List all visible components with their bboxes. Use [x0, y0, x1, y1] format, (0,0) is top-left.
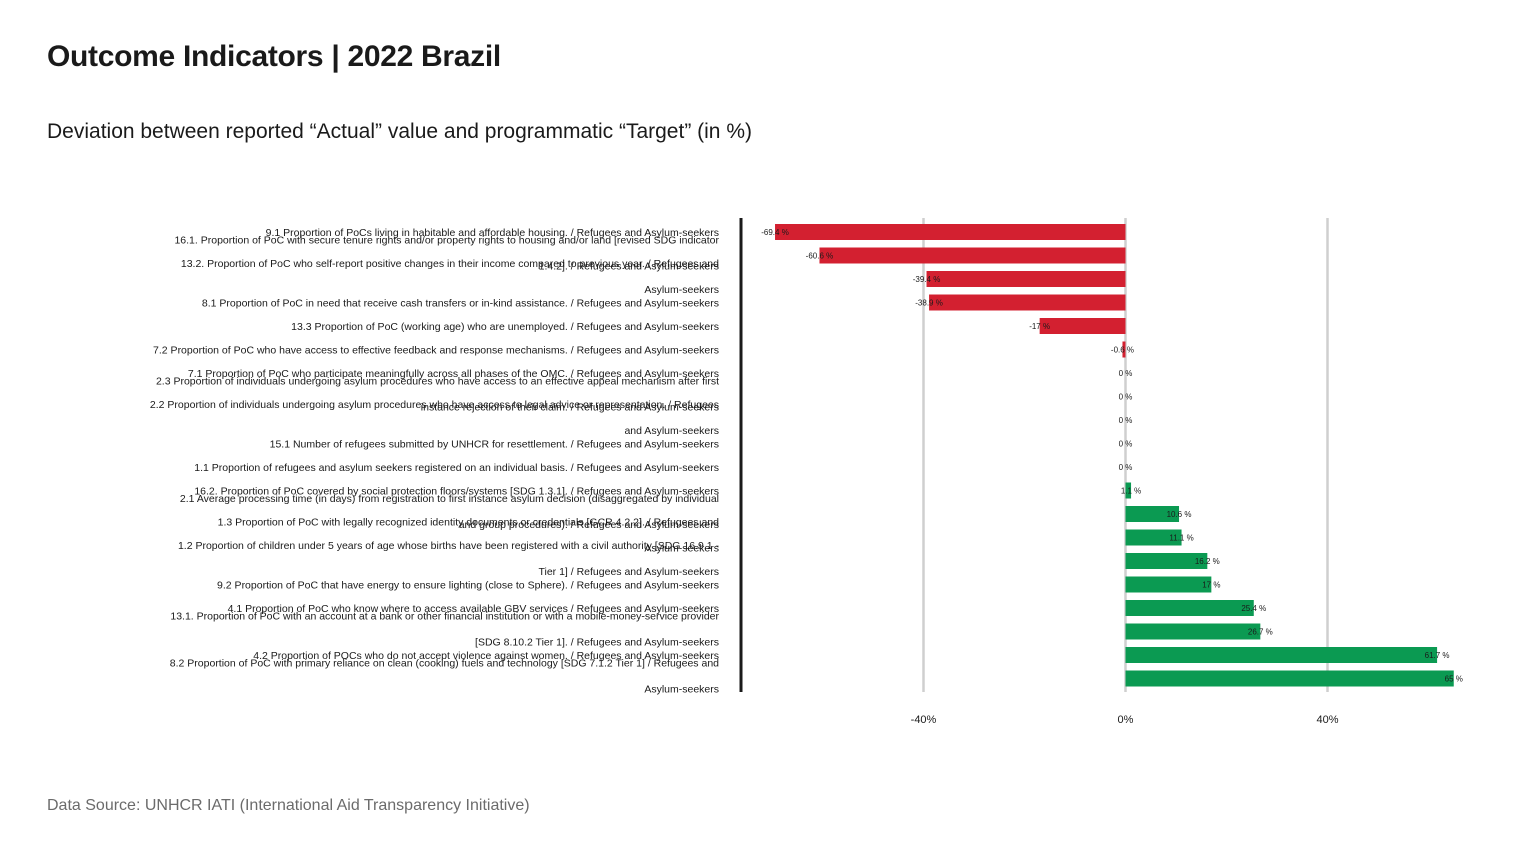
data-label: 16.2 % [1195, 557, 1220, 566]
category-labels: 9.1 Proportion of PoCs living in habitab… [150, 227, 720, 696]
category-label-line: 1.4.2]. / Refugees and Asylum-seekers [539, 261, 719, 273]
chart-subtitle: Deviation between reported “Actual” valu… [47, 120, 752, 143]
category-label-line: 15.1 Number of refugees submitted by UNH… [270, 439, 719, 451]
bar [926, 271, 1126, 287]
bar [1125, 482, 1132, 499]
x-tick-label: 0% [1118, 714, 1134, 726]
data-source: Data Source: UNHCR IATI (International A… [47, 797, 530, 814]
data-label: 61.7 % [1425, 651, 1450, 660]
category-label-line: 2.1 Average processing time (in days) fr… [180, 493, 719, 505]
data-label: 0 % [1119, 416, 1133, 425]
data-label: -39.4 % [913, 275, 941, 284]
category-label-line: and Asylum-seekers [624, 425, 719, 437]
category-label: 1.3 Proportion of PoC with legally recog… [218, 517, 720, 555]
category-label-line: 9.1 Proportion of PoCs living in habitab… [266, 227, 719, 239]
data-label: -17 % [1029, 322, 1050, 331]
bar [1125, 647, 1438, 663]
category-label-line: 9.2 Proportion of PoC that have energy t… [217, 580, 719, 592]
bar [1125, 576, 1212, 593]
category-label-line: 1.1 Proportion of refugees and asylum se… [194, 462, 719, 474]
x-axis-ticks: -40% 0% 40% [911, 714, 1339, 726]
category-label: 9.1 Proportion of PoCs living in habitab… [266, 227, 719, 239]
bar [929, 294, 1126, 311]
category-label: 8.2 Proportion of PoC with primary relia… [170, 658, 719, 696]
data-label: 0 % [1119, 369, 1133, 378]
category-label-line: instance rejection of their claim. / Ref… [421, 402, 719, 414]
category-label-line: 4.2 Proportion of POCs who do not accept… [253, 650, 719, 662]
bar [1125, 670, 1454, 687]
category-label-line: Asylum-seekers [644, 684, 719, 696]
category-label: 15.1 Number of refugees submitted by UNH… [270, 439, 719, 451]
category-label: 1.1 Proportion of refugees and asylum se… [194, 462, 719, 474]
data-label: -69.4 % [761, 228, 789, 237]
x-tick-label: 40% [1316, 714, 1338, 726]
bar [819, 247, 1126, 264]
bar [1039, 318, 1126, 334]
data-label: -60.6 % [806, 252, 834, 261]
data-label: 25.4 % [1241, 604, 1266, 613]
category-label-line: 16.1. Proportion of PoC with secure tenu… [174, 235, 719, 247]
bar [1125, 600, 1254, 616]
category-label: 2.1 Average processing time (in days) fr… [180, 493, 719, 531]
category-label-line: 1.3 Proportion of PoC with legally recog… [218, 517, 720, 529]
category-label: 8.1 Proportion of PoC in need that recei… [202, 298, 719, 310]
category-label-line: Tier 1] / Refugees and Asylum-seekers [538, 566, 719, 578]
category-label-line: 13.3 Proportion of PoC (working age) who… [291, 321, 719, 333]
data-label: 11.1 % [1169, 534, 1193, 543]
category-label-line: 13.1. Proportion of PoC with an account … [170, 611, 719, 623]
chart-title: Outcome Indicators | 2022 Brazil [47, 40, 501, 73]
category-label-line: 13.2. Proportion of PoC who self-report … [181, 258, 719, 270]
data-label: 0 % [1119, 440, 1133, 449]
data-label: 65 % [1445, 675, 1463, 684]
data-label: 1.1 % [1121, 487, 1141, 496]
category-label: 7.2 Proportion of PoC who have access to… [153, 345, 719, 357]
category-label: 13.3 Proportion of PoC (working age) who… [291, 321, 719, 333]
data-label: 26.7 % [1248, 628, 1273, 637]
data-label: -38.9 % [915, 299, 943, 308]
bar [1125, 529, 1182, 546]
grid-lines [922, 218, 1329, 692]
category-label: 2.2 Proportion of individuals undergoing… [150, 399, 719, 437]
category-label-line: 7.2 Proportion of PoC who have access to… [153, 345, 719, 357]
category-label: 4.2 Proportion of POCs who do not accept… [253, 650, 719, 662]
category-label-line: 1.2 Proportion of children under 5 years… [178, 540, 720, 552]
category-label-line: and group procedures). / Refugees and As… [459, 519, 719, 531]
data-label: 0 % [1119, 393, 1133, 402]
category-label: 13.2. Proportion of PoC who self-report … [181, 258, 719, 296]
bars [775, 224, 1454, 687]
bar [1122, 341, 1126, 358]
category-label: 13.1. Proportion of PoC with an account … [170, 611, 719, 649]
data-label: 17 % [1202, 581, 1220, 590]
bar [1125, 506, 1180, 522]
category-label-line: 4.1 Proportion of PoC who know where to … [228, 603, 719, 615]
category-label-line: Asylum-seekers [644, 284, 719, 296]
data-labels: -69.4 % -60.6 % -39.4 % -38.9 % -17 % -0.6 % 0… [761, 228, 1463, 684]
category-label-line: 7.1 Proportion of PoC who participate me… [188, 368, 719, 380]
category-label-line: Asylum-seekers [644, 543, 719, 555]
bar [1125, 623, 1261, 640]
bar [775, 224, 1126, 240]
category-label: 9.2 Proportion of PoC that have energy t… [217, 580, 719, 592]
category-label-line: 8.2 Proportion of PoC with primary relia… [170, 658, 719, 670]
category-label: 16.1. Proportion of PoC with secure tenu… [174, 235, 719, 273]
category-label-line: 2.2 Proportion of individuals undergoing… [150, 399, 719, 411]
category-label: 1.2 Proportion of children under 5 years… [178, 540, 720, 578]
category-label-line: [SDG 8.10.2 Tier 1]. / Refugees and Asyl… [475, 637, 719, 649]
x-tick-label: -40% [911, 714, 937, 726]
category-label-line: 8.1 Proportion of PoC in need that recei… [202, 298, 719, 310]
category-label-line: 16.2. Proportion of PoC covered by socia… [194, 486, 719, 498]
category-label: 2.3 Proportion of individuals undergoing… [156, 376, 719, 414]
category-label: 4.1 Proportion of PoC who know where to … [228, 603, 719, 615]
data-label: -0.6 % [1111, 346, 1134, 355]
data-label: 0 % [1119, 463, 1133, 472]
category-label: 16.2. Proportion of PoC covered by socia… [194, 486, 719, 498]
category-label-line: 2.3 Proportion of individuals undergoing… [156, 376, 719, 388]
category-label: 7.1 Proportion of PoC who participate me… [188, 368, 719, 380]
data-label: 10.6 % [1167, 510, 1192, 519]
bar [1125, 553, 1208, 569]
